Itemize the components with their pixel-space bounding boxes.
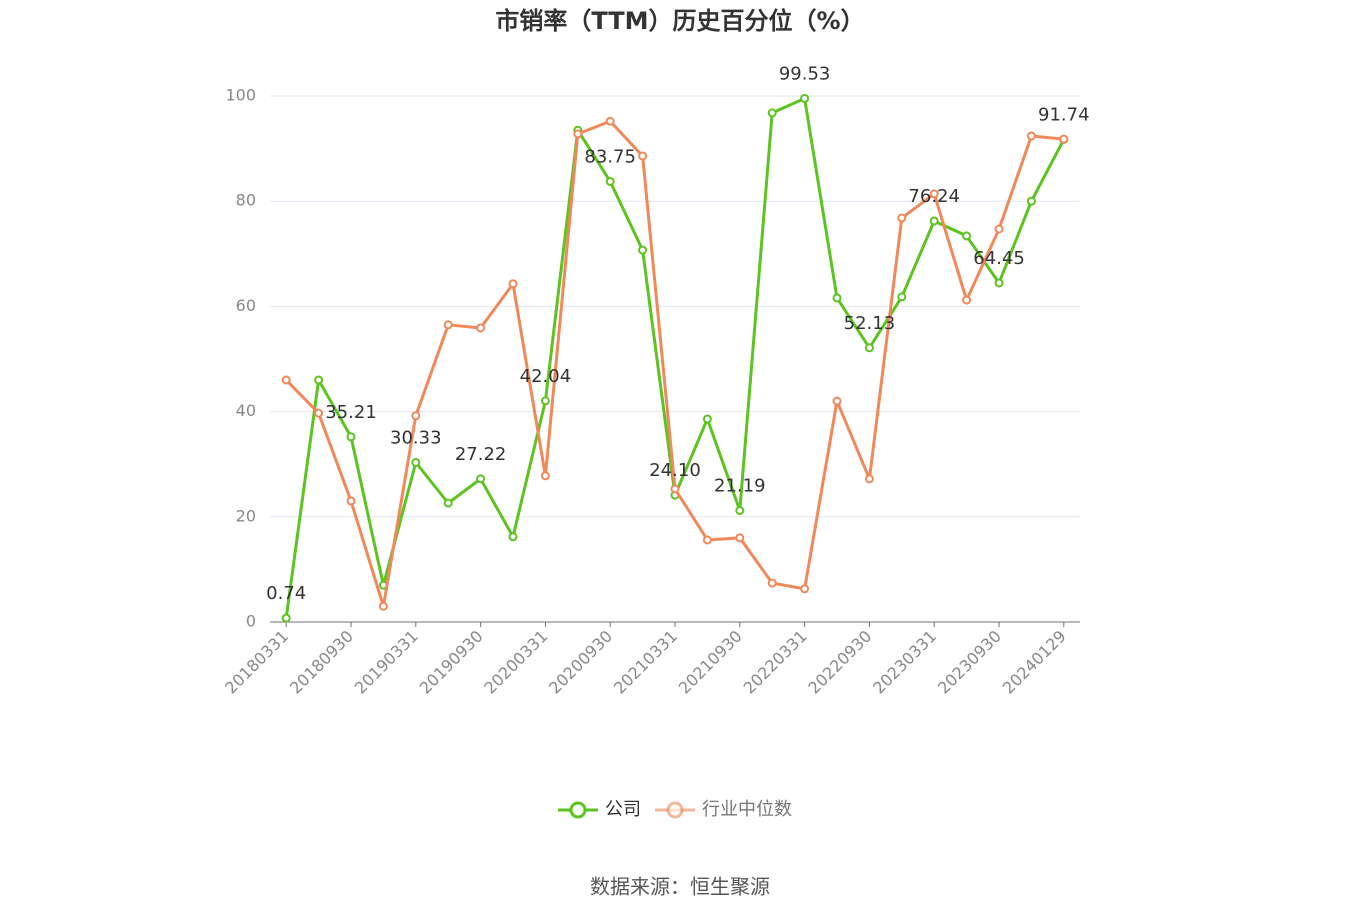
data-point [411,457,421,467]
data-point [1026,131,1036,141]
data-point [832,293,842,303]
data-point [638,245,648,255]
data-point [994,224,1004,234]
data-point [605,116,615,126]
data-point [670,484,680,494]
data-point [605,176,615,186]
data-label: 76.24 [908,186,960,207]
y-tick-label: 100 [225,86,256,105]
chart-title: 市销率（TTM）历史百分位（%） [495,7,864,35]
data-point [897,213,907,223]
data-label: 99.53 [779,63,831,84]
x-tick-label: 20180930 [286,627,357,698]
data-point [508,532,518,542]
data-point [476,474,486,484]
data-point [540,396,550,406]
x-tick-label: 20230930 [934,627,1005,698]
data-label: 21.19 [714,476,766,497]
legend-marker [666,801,684,819]
data-point [1059,134,1069,144]
data-label: 35.21 [325,402,377,423]
series-line [284,96,1066,619]
data-label: 24.10 [649,460,701,481]
data-point [962,295,972,305]
data-label: 27.22 [455,444,507,465]
y-tick-label: 80 [236,191,256,210]
y-tick-label: 0 [246,612,256,631]
y-tick-label: 20 [236,506,256,525]
data-point [281,375,291,385]
data-point [573,129,583,139]
data-point [540,471,550,481]
y-tick-label: 60 [236,296,256,315]
data-point [800,93,810,103]
data-point [994,278,1004,288]
data-point [735,533,745,543]
data-point [767,108,777,118]
data-point [962,231,972,241]
data-point [702,414,712,424]
data-point [864,343,874,353]
data-label: 83.75 [584,146,636,167]
data-point [443,320,453,330]
data-point [929,189,939,199]
x-tick-label: 20190331 [351,627,422,698]
data-point [638,151,648,161]
x-tick-label: 20210930 [675,627,746,698]
data-point [832,396,842,406]
data-point [702,535,712,545]
x-tick-label: 20200930 [545,627,616,698]
data-point [897,292,907,302]
data-point [346,432,356,442]
y-tick-label: 40 [236,401,256,420]
data-label: 52.13 [844,313,896,334]
data-point [346,496,356,506]
legend-label: 行业中位数 [702,799,792,820]
x-tick-label: 20180331 [221,627,292,698]
data-point [443,498,453,508]
legend-marker [569,801,587,819]
x-tick-label: 20200331 [480,627,551,698]
source-note: 数据来源：恒生聚源 [590,875,770,899]
data-point [767,578,777,588]
data-point [281,613,291,623]
x-tick-label: 20190930 [416,627,487,698]
x-tick-label: 20220930 [804,627,875,698]
data-point [735,506,745,516]
x-tick-label: 20240129 [999,627,1070,698]
data-point [508,279,518,289]
data-label: 64.45 [973,248,1025,269]
data-point [800,584,810,594]
data-label: 91.74 [1038,104,1090,125]
data-point [378,601,388,611]
x-tick-label: 20230331 [869,627,940,698]
data-point [411,411,421,421]
data-label: 0.74 [266,583,306,604]
data-point [314,408,324,418]
data-label: 30.33 [390,427,442,448]
data-point [864,474,874,484]
legend-label: 公司 [605,799,641,820]
data-point [929,216,939,226]
x-tick-label: 20220331 [740,627,811,698]
x-tick-label: 20210331 [610,627,681,698]
data-label: 42.04 [520,366,572,387]
data-point [476,323,486,333]
data-point [314,375,324,385]
data-point [1026,196,1036,206]
